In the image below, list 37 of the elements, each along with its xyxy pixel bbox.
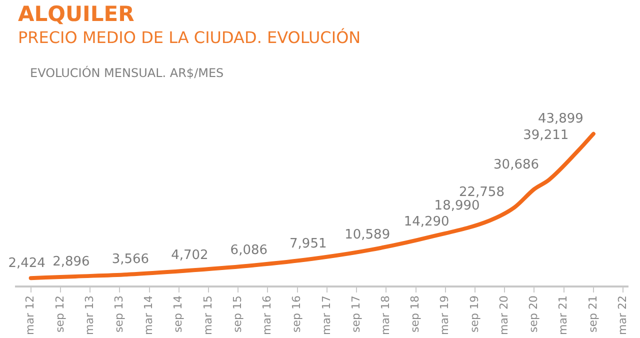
chart-title: ALQUILER: [18, 2, 134, 26]
data-label: 7,951: [290, 236, 327, 252]
data-label: 2,424: [8, 256, 46, 271]
data-label: 22,758: [458, 185, 504, 200]
x-tick-label: mar 22: [616, 296, 629, 336]
data-label: 39,211: [523, 128, 569, 144]
x-tick-label: sep 13: [112, 296, 126, 333]
data-label: 3,566: [112, 252, 150, 267]
chart-subtitle: PRECIO MEDIO DE LA CIUDAD. EVOLUCIÓN: [18, 28, 361, 47]
data-label: 4,702: [171, 248, 208, 264]
x-tick-label: mar 20: [497, 296, 510, 336]
x-tick-label: sep 19: [468, 296, 481, 333]
data-label: 6,086: [230, 243, 268, 258]
data-label: 43,899: [538, 112, 584, 127]
x-tick-label: mar 13: [82, 296, 96, 336]
x-tick-label: sep 21: [586, 296, 600, 333]
x-tick-label: mar 21: [556, 296, 570, 336]
x-tick-label: sep 18: [408, 296, 422, 333]
x-tick-label: mar 12: [24, 296, 37, 336]
x-tick-label: sep 12: [53, 296, 66, 333]
data-label: 18,990: [434, 198, 480, 214]
x-tick-label: sep 16: [290, 296, 304, 333]
x-tick-label: sep 15: [230, 296, 244, 333]
x-tick-label: mar 15: [201, 296, 214, 336]
x-tick-label: mar 19: [438, 296, 452, 336]
data-label: 30,686: [494, 158, 540, 173]
x-tick-label: sep 14: [172, 296, 185, 333]
x-tick-label: mar 14: [142, 296, 156, 336]
x-tick-label: mar 18: [379, 296, 392, 336]
data-label: 14,290: [404, 214, 450, 230]
x-tick-label: mar 17: [320, 296, 333, 336]
x-tick-label: sep 17: [349, 296, 362, 333]
x-tick-label: sep 20: [527, 296, 540, 333]
x-tick-label: mar 16: [260, 296, 274, 336]
data-label: 2,896: [52, 254, 90, 270]
data-label: 10,589: [344, 228, 390, 243]
text: EVOLUCIÓN MENSUAL. AR$/MES: [30, 66, 224, 80]
